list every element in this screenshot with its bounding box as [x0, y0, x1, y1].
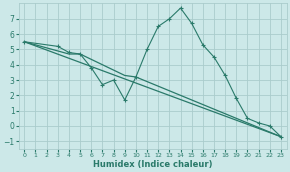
X-axis label: Humidex (Indice chaleur): Humidex (Indice chaleur) [93, 159, 212, 169]
